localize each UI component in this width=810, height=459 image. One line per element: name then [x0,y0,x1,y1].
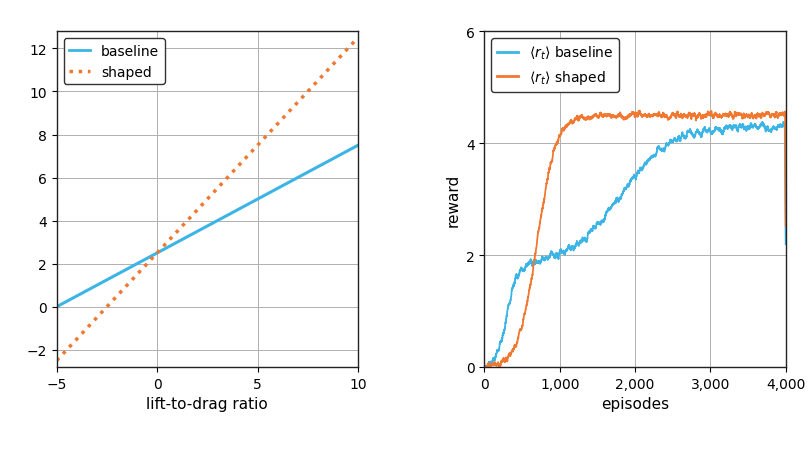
Y-axis label: reward: reward [446,173,460,226]
X-axis label: episodes: episodes [601,397,669,411]
Legend: baseline, shaped: baseline, shaped [64,39,164,85]
Legend: $\langle r_t \rangle$ baseline, $\langle r_t \rangle$ shaped: $\langle r_t \rangle$ baseline, $\langle… [492,39,619,92]
X-axis label: lift-to-drag ratio: lift-to-drag ratio [147,397,268,411]
